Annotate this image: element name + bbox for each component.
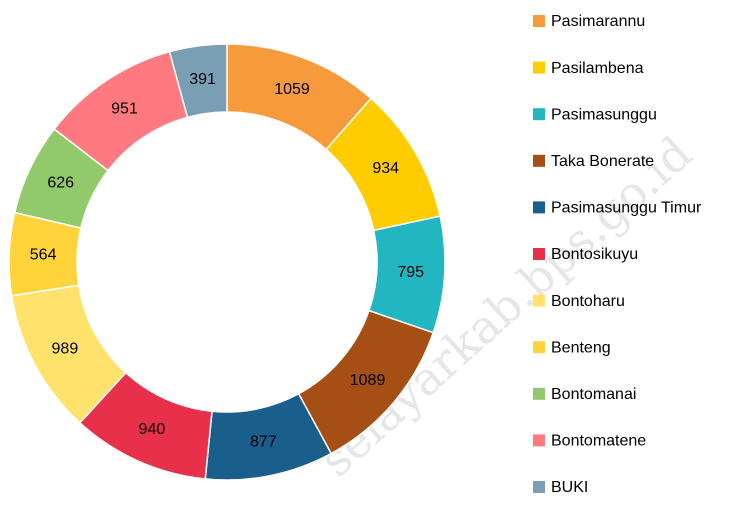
legend-label: Pasimasunggu Timur [551,200,702,217]
legend-label: Bontoharu [551,293,625,310]
legend-label: Bontomanai [551,386,636,403]
data-label: 934 [372,160,399,177]
data-label: 1089 [350,372,386,389]
legend-label: Taka Bonerate [551,153,654,170]
data-label: 951 [111,100,138,117]
legend-label: BUKI [551,479,588,496]
legend-swatch [533,387,545,400]
legend-swatch [533,61,545,74]
data-label: 626 [47,174,74,191]
legend-label: Pasimarannu [551,13,645,30]
legend-swatch [533,294,545,307]
legend-swatch [533,154,545,167]
data-label: 877 [250,434,277,451]
legend-swatch [533,108,545,121]
legend-swatch [533,434,545,447]
data-label: 391 [189,71,216,88]
legend-label: Bontosikuyu [551,246,638,263]
legend-swatch [533,248,545,260]
data-label: 940 [139,421,166,438]
legend-label: Pasilambena [551,60,644,77]
legend-label: Benteng [551,339,611,356]
data-label: 989 [52,340,79,357]
legend-swatch [533,15,545,27]
donut-slice [168,43,228,119]
data-label: 795 [397,264,424,281]
legend-label: Bontomatene [551,433,646,450]
legend-label: Pasimasunggu [551,106,657,123]
data-label: 1059 [274,81,310,98]
data-label: 564 [30,246,57,263]
legend-swatch [533,481,545,493]
legend-swatch [533,201,545,214]
legend-swatch [533,341,545,354]
